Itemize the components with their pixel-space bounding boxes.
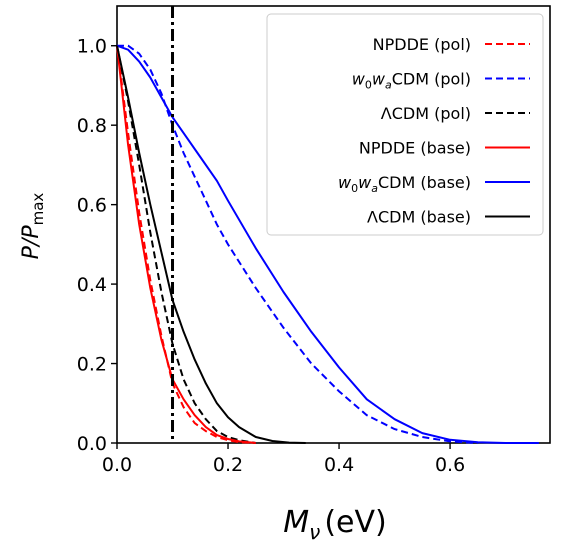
plot-area-frame: [116, 5, 551, 444]
legend-label-3: NPDDE (base): [359, 139, 471, 158]
x-tick-label: 0.6: [435, 454, 465, 476]
legend-label-5: ΛCDM (base): [367, 208, 471, 227]
y-axis-label-main: P/P: [19, 225, 44, 260]
x-tick-label: 0.4: [324, 454, 354, 476]
y-axis-ticks: 0.0 0.2 0.4 0.6 0.8 1.0: [77, 36, 117, 455]
y-tick-label: 0.2: [77, 354, 107, 376]
y-axis-label: P/Pmax: [19, 193, 47, 260]
x-axis-label: Mν (eV): [283, 505, 386, 543]
y-tick-label: 0.0: [77, 433, 107, 455]
legend: NPDDE (pol) w0waCDM (pol) ΛCDM (pol) NPDDE …: [266, 13, 544, 236]
legend-label-1: w0waCDM (pol): [352, 70, 471, 92]
y-tick-label: 0.8: [77, 115, 107, 137]
x-axis-label-main: M: [283, 505, 309, 540]
x-tick-label: 0.0: [102, 454, 132, 476]
series-line-3: [116, 45, 256, 444]
y-axis-label-sub: max: [29, 193, 47, 226]
y-tick-label: 0.6: [77, 195, 107, 217]
x-axis-ticks: 0.0 0.2 0.4 0.6: [102, 443, 465, 476]
series-line-0: [116, 45, 256, 444]
legend-label-2: ΛCDM (pol): [381, 104, 471, 123]
legend-frame: [266, 13, 544, 236]
legend-label-0: NPDDE (pol): [373, 35, 471, 54]
series-line-1: [117, 44, 478, 444]
legend-entries: NPDDE (pol) w0waCDM (pol) ΛCDM (pol) NPDDE …: [338, 35, 530, 227]
series-line-2: [116, 45, 256, 444]
series-line-5: [116, 45, 306, 444]
series-line-4: [116, 44, 539, 444]
series-layer: [116, 44, 539, 444]
x-axis-label-sub: ν: [309, 520, 320, 543]
legend-label-4: w0waCDM (base): [338, 173, 471, 195]
y-tick-label: 0.4: [77, 274, 107, 296]
x-axis-label-unit: (eV): [324, 505, 386, 540]
y-tick-label: 1.0: [77, 36, 107, 58]
x-tick-label: 0.2: [213, 454, 243, 476]
